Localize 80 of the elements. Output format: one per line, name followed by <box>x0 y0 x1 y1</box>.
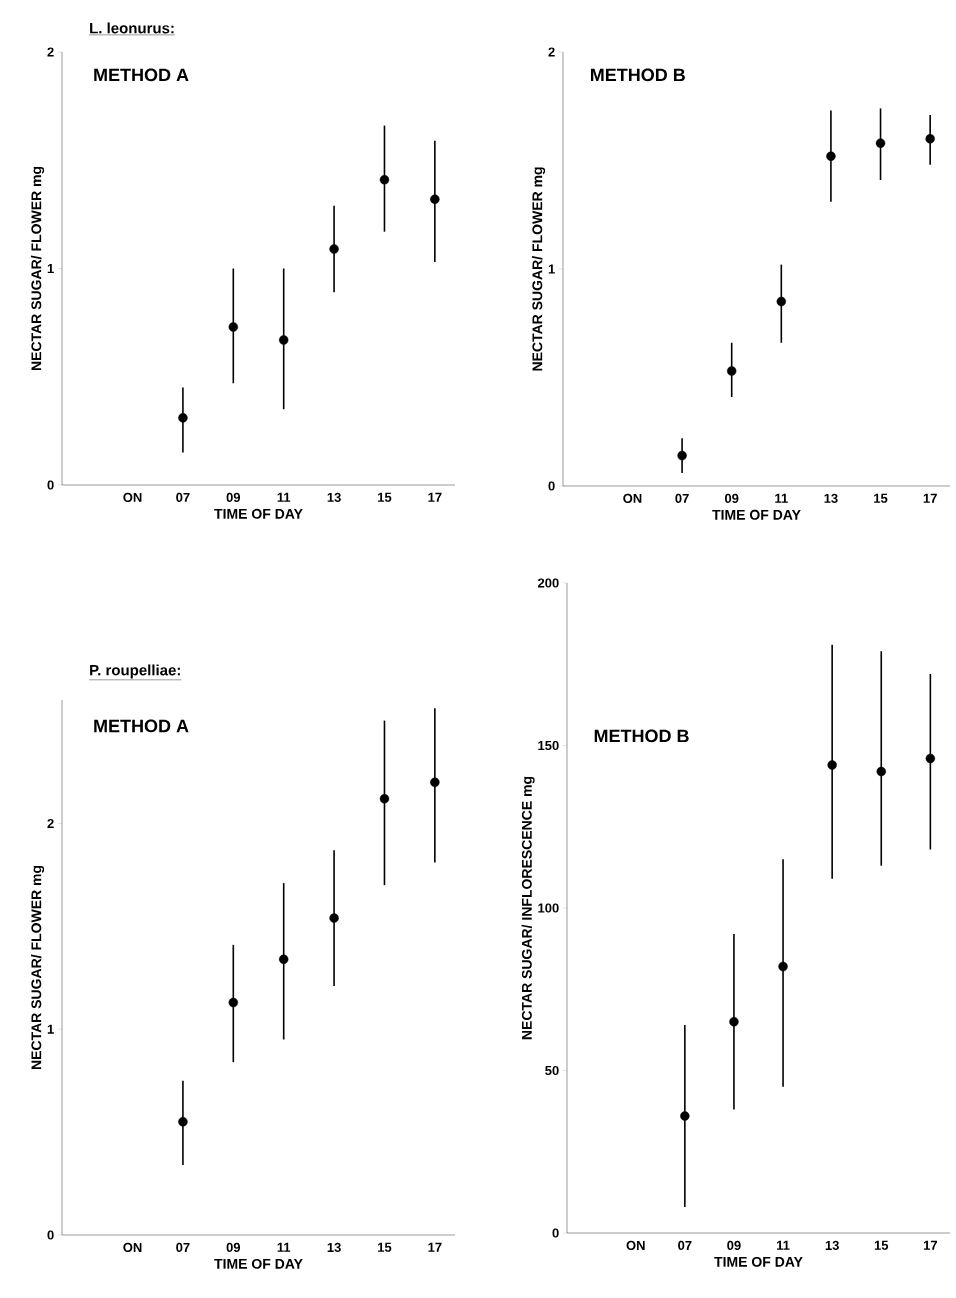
x-tick-label: 11 <box>277 492 291 502</box>
y-axis-title: NECTAR SUGAR/ FLOWER mg <box>532 167 546 371</box>
point <box>228 997 239 1008</box>
x-tick-label: 17 <box>428 1242 442 1252</box>
x-axis-title: TIME OF DAY <box>712 509 801 520</box>
point <box>430 194 440 204</box>
y-tick-label: 200 <box>537 578 559 588</box>
y-tick-label: 2 <box>47 818 54 828</box>
y-tick-label: 0 <box>47 480 54 490</box>
point <box>727 366 737 376</box>
x-tick-label: 07 <box>675 493 689 503</box>
x-tick-label: 13 <box>824 493 838 504</box>
text: METHOD A <box>94 68 189 82</box>
y-axis-title: NECTAR SUGAR/ FLOWER mg <box>30 865 45 1070</box>
x-tick-label: 09 <box>226 492 241 502</box>
x-tick-label: 17 <box>428 492 442 502</box>
x-tick-label: 15 <box>874 1240 889 1250</box>
x-tick-label: 13 <box>327 1242 341 1253</box>
point <box>178 413 188 423</box>
point <box>925 753 936 764</box>
x-tick-label: 13 <box>327 492 341 503</box>
point <box>379 794 390 804</box>
x-tick-label: 11 <box>777 1240 790 1250</box>
point <box>329 244 339 254</box>
point <box>925 134 935 144</box>
x-tick-label: ON <box>626 1240 645 1250</box>
y-tick-label: 2 <box>47 47 54 57</box>
chart-title: P. roupelliae: <box>90 664 180 679</box>
point <box>379 175 390 185</box>
chart-title: L. leonurus: <box>90 22 174 34</box>
y-tick-label: 0 <box>548 481 555 491</box>
point <box>228 322 239 332</box>
y-tick-label: 2 <box>548 47 555 57</box>
x-tick-label: 07 <box>176 492 190 502</box>
point <box>677 450 687 461</box>
point <box>876 766 886 777</box>
x-tick-label: ON <box>123 492 142 502</box>
x-axis-title: TIME OF DAY <box>214 508 303 519</box>
point <box>826 151 836 161</box>
x-tick-label: 09 <box>226 1242 241 1252</box>
y-tick-label: 1 <box>47 264 54 273</box>
text: METHOD A <box>94 719 189 733</box>
x-tick-label: 09 <box>724 493 739 503</box>
text: METHOD B <box>594 729 689 743</box>
x-tick-label: 15 <box>874 493 888 503</box>
text: METHOD B <box>590 68 685 82</box>
x-tick-label: 11 <box>277 1242 291 1252</box>
point <box>778 961 788 972</box>
point <box>178 1117 188 1127</box>
x-tick-label: 17 <box>923 1240 938 1250</box>
point <box>875 138 886 148</box>
x-tick-label: 11 <box>775 493 788 503</box>
point <box>827 760 837 770</box>
y-tick-label: 0 <box>47 1230 54 1240</box>
y-axis-title: NECTAR SUGAR/ INFLORESCENCE mg <box>521 776 535 1040</box>
x-tick-label: 17 <box>923 493 937 503</box>
y-tick-label: 50 <box>545 1065 559 1076</box>
point <box>278 954 289 964</box>
x-tick-label: 15 <box>378 492 392 502</box>
point <box>729 1017 739 1027</box>
x-tick-label: 13 <box>825 1240 839 1251</box>
point <box>430 777 440 787</box>
y-tick-label: 1 <box>548 264 555 274</box>
point <box>329 913 339 923</box>
x-tick-label: ON <box>123 1242 142 1252</box>
x-tick-label: 09 <box>727 1240 741 1250</box>
x-tick-label: 07 <box>678 1240 692 1250</box>
x-axis-title: TIME OF DAY <box>714 1256 803 1267</box>
y-tick-label: 150 <box>538 740 559 751</box>
point <box>278 335 289 345</box>
x-tick-label: 15 <box>378 1242 392 1252</box>
x-tick-label: ON <box>623 493 642 503</box>
x-tick-label: 07 <box>176 1242 190 1252</box>
y-tick-label: 100 <box>538 903 559 913</box>
point <box>680 1111 690 1121</box>
y-tick-label: 1 <box>47 1024 54 1034</box>
x-axis-title: TIME OF DAY <box>214 1258 303 1269</box>
y-tick-label: 0 <box>552 1228 559 1238</box>
point <box>776 296 787 307</box>
y-axis-title: NECTAR SUGAR/ FLOWER mg <box>30 166 45 371</box>
